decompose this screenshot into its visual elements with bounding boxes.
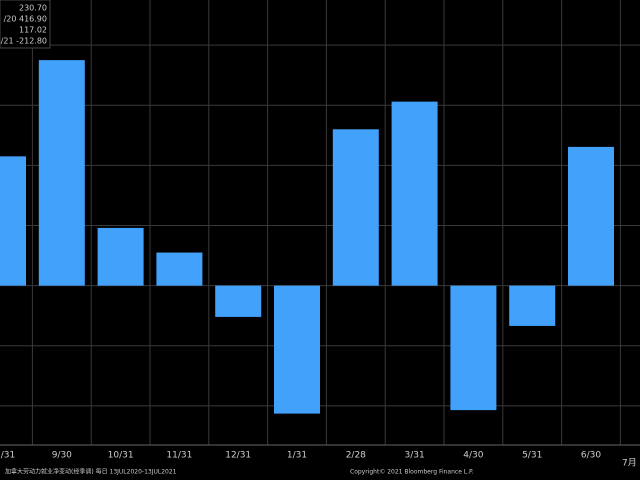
x-tick-label: 1/31 (287, 451, 307, 461)
x-period: 7月 (622, 458, 637, 469)
bar (509, 285, 556, 326)
bar (391, 101, 438, 286)
x-tick-label: 9/30 (52, 451, 72, 461)
legend-line: /20 416.90 (4, 15, 47, 24)
footer-right: Copyright© 2021 Bloomberg Finance L.P. (350, 469, 474, 476)
bar (274, 285, 320, 414)
legend-line: 117.02 (19, 26, 47, 35)
x-tick-label: 5/31 (522, 451, 542, 461)
x-tick-label: 11/31 (166, 451, 192, 461)
bar (215, 285, 262, 317)
bar (38, 60, 85, 286)
legend-line: /21 -212.80 (1, 37, 47, 46)
x-tick-label: 6/30 (581, 451, 601, 461)
x-tick-label: 12/31 (225, 451, 251, 461)
bar (568, 146, 614, 286)
x-tick-label: /31 (1, 451, 15, 461)
bar (156, 252, 203, 286)
bar (0, 156, 26, 286)
bar (332, 129, 379, 286)
legend-box (0, 0, 51, 49)
x-tick-label: 3/31 (404, 451, 424, 461)
legend-line: 230.70 (19, 4, 47, 13)
x-tick-label: 2/28 (346, 451, 366, 461)
bar (450, 285, 497, 411)
footer-left: 加拿大劳动力就业净变动(经季调) 每日 13JUL2020-13JUL2021 (5, 468, 177, 476)
x-tick-label: 10/31 (108, 451, 134, 461)
x-tick-label: 4/30 (463, 451, 483, 461)
bar (97, 227, 144, 286)
